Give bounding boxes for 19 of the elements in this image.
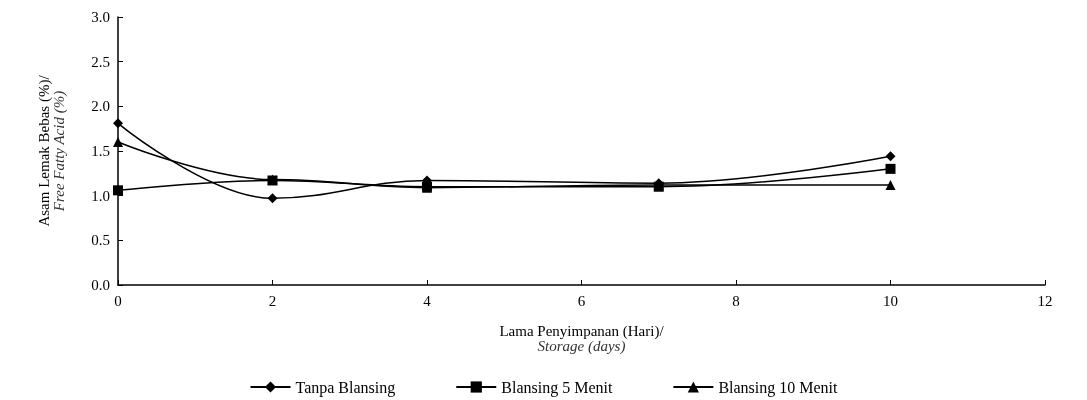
y-tick-label: 0.0 <box>91 277 110 293</box>
y-axis-title: Asam Lemak Bebas (%)/ Free Fatty Acid (%) <box>35 74 68 227</box>
y-tick-label: 2.0 <box>91 98 110 115</box>
x-axis-title: Lama Penyimpanan (Hari)/ Storage (days) <box>499 322 665 355</box>
x-tick-label: 12 <box>1037 292 1053 309</box>
legend-label: Blansing 5 Menit <box>501 378 613 397</box>
x-tick-label: 0 <box>114 292 122 309</box>
legend-label: Tanpa Blansing <box>295 378 396 397</box>
y-tick-label: 3.0 <box>91 9 110 25</box>
y-tick-label: 1.5 <box>91 143 110 159</box>
x-tick-label: 10 <box>883 292 898 309</box>
x-tick-label: 8 <box>732 292 740 309</box>
x-tick-label: 2 <box>268 292 277 309</box>
legend-label: Blansing 10 Menit <box>718 378 839 397</box>
y-tick-label: 2.5 <box>91 53 110 70</box>
x-tick-label: 4 <box>423 292 432 309</box>
y-tick-label: 1.0 <box>91 187 110 204</box>
x-tick-label: 6 <box>577 292 586 309</box>
y-tick-label: 0.5 <box>91 232 110 249</box>
